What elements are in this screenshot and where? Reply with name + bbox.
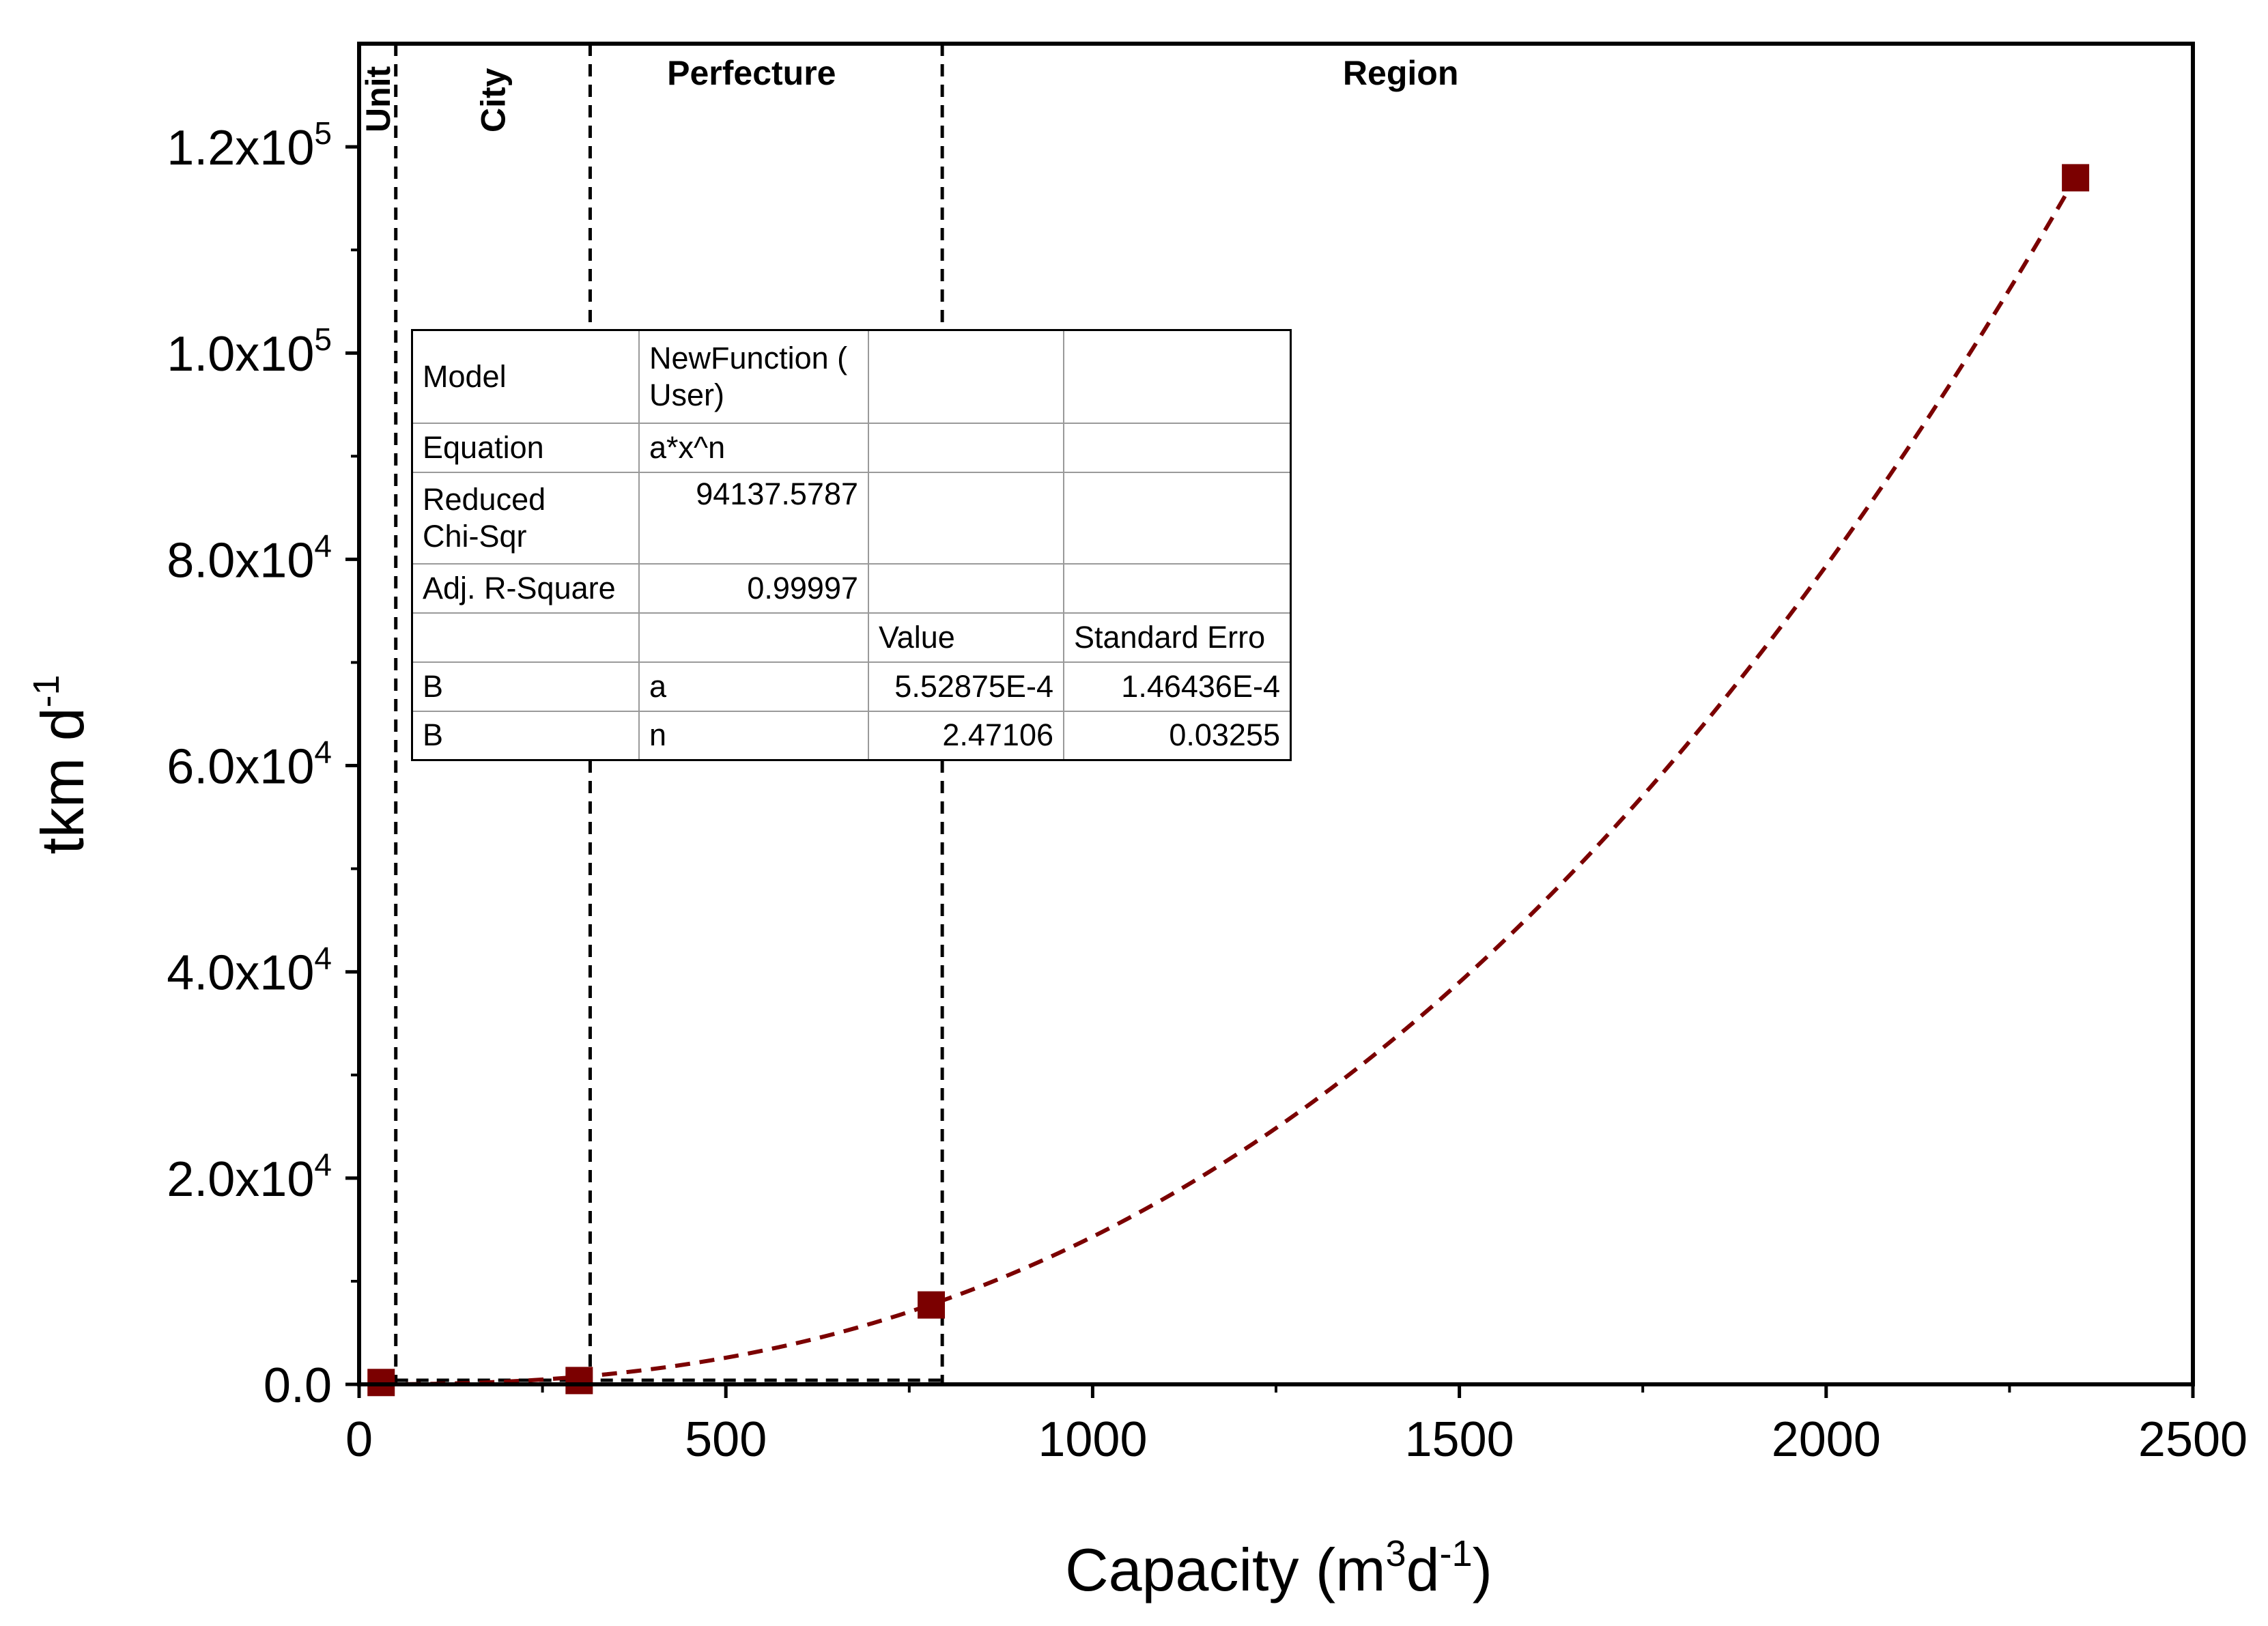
- x-tick-label: 1500: [1405, 1412, 1514, 1467]
- fit-table-cell: [868, 471, 1064, 565]
- fit-table-cell: 5.52875E-4: [868, 661, 1064, 712]
- fit-table-cell: [868, 422, 1064, 473]
- fit-table-cell: Adj. R-Square: [411, 562, 640, 614]
- data-point: [918, 1291, 946, 1319]
- y-tick-label: 1.0x105: [167, 322, 332, 382]
- region-label: Unit: [359, 66, 397, 132]
- fit-results-table: Model NewFunction ( User) Equation a*x^n Red…: [411, 329, 1292, 761]
- fit-table-cell: n: [638, 710, 869, 761]
- fit-table-cell: [868, 329, 1064, 424]
- fit-table-cell: [411, 612, 640, 663]
- region-labels: Unit City Perfecture Region: [359, 54, 1459, 132]
- fit-table-cell: Standard Erro: [1063, 612, 1292, 663]
- y-tick-label: 1.2x105: [167, 115, 332, 175]
- fit-table-cell: 94137.5787: [638, 471, 869, 565]
- fit-table-cell: [638, 612, 869, 663]
- y-tick-label: 2.0x104: [167, 1147, 332, 1207]
- fit-table-cell: 1.46436E-4: [1063, 661, 1292, 712]
- fit-table-cell: NewFunction ( User): [638, 329, 869, 424]
- data-point: [565, 1367, 593, 1395]
- x-tick-label: 0: [345, 1412, 373, 1467]
- x-tick-label: 1000: [1038, 1412, 1147, 1467]
- fit-table-row: Equation a*x^n: [411, 422, 1292, 473]
- y-tick-label: 6.0x104: [167, 734, 332, 795]
- fit-table-row: Value Standard Erro: [411, 612, 1292, 663]
- region-label: Perfecture: [667, 54, 836, 92]
- fit-table-cell: a*x^n: [638, 422, 869, 473]
- y-axis-title: tkm d-1: [26, 674, 96, 854]
- fit-table-row: Adj. R-Square 0.99997: [411, 562, 1292, 614]
- fit-table-cell: 0.99997: [638, 562, 869, 614]
- fit-table-cell: [1063, 471, 1292, 565]
- x-axis-title: Capacity (m3d-1): [1065, 1533, 1492, 1603]
- fit-table-cell: [868, 562, 1064, 614]
- axes: 0 500 1000 1500 2000 2500 0.0 2.0x104 4.0x104 6.0…: [167, 42, 2248, 1467]
- axis-titles: Capacity (m3d-1) tkm d-1: [26, 674, 1492, 1603]
- fit-table-cell: Equation: [411, 422, 640, 473]
- y-tick-label: 0.0: [264, 1358, 332, 1413]
- region-boundaries: [394, 44, 944, 1384]
- fit-table-cell: 0.03255: [1063, 710, 1292, 761]
- fit-table-cell: B: [411, 661, 640, 712]
- fit-table-cell: a: [638, 661, 869, 712]
- y-tick-label: 4.0x104: [167, 941, 332, 1001]
- x-tick-label: 2000: [1772, 1412, 1881, 1467]
- fit-curve: [381, 176, 2078, 1386]
- fit-table-cell: Reduced Chi-Sqr: [411, 471, 640, 565]
- fit-table-cell: Value: [868, 612, 1064, 663]
- fit-table-cell: [1063, 562, 1292, 614]
- fit-table-cell: Model: [411, 329, 640, 424]
- fit-table-cell: [1063, 422, 1292, 473]
- fit-table-cell: [1063, 329, 1292, 424]
- fit-curve-layer: [381, 176, 2078, 1386]
- fit-table-cell: 2.47106: [868, 710, 1064, 761]
- y-tick-label: 8.0x104: [167, 528, 332, 588]
- region-label: Region: [1343, 54, 1458, 92]
- x-tick-label: 2500: [2138, 1412, 2248, 1467]
- data-point: [2062, 164, 2090, 192]
- fit-table-row: Reduced Chi-Sqr 94137.5787: [411, 471, 1292, 565]
- region-label: City: [474, 68, 513, 132]
- fit-table-cell: B: [411, 710, 640, 761]
- x-tick-label: 500: [685, 1412, 767, 1467]
- fit-table-row: Model NewFunction ( User): [411, 329, 1292, 424]
